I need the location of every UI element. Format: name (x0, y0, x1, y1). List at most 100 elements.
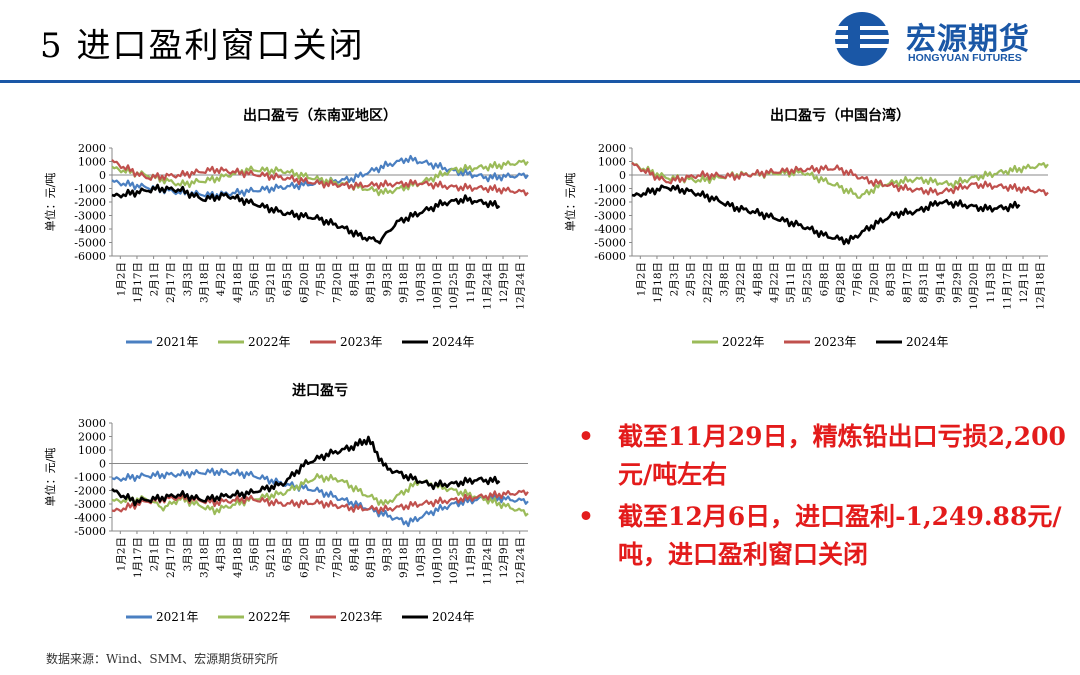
y-tick-label: -3000 (74, 210, 106, 223)
legend-label: 2023年 (814, 335, 857, 349)
x-tick-label: 1月2日 (115, 262, 127, 296)
x-tick-label: 10月10日 (431, 537, 443, 585)
company-logo: 宏源期货 HONGYUAN FUTURES (828, 10, 1068, 70)
series-line-2024 (111, 183, 501, 245)
legend-label: 2022年 (248, 335, 291, 349)
y-tick-label: -5000 (74, 525, 106, 538)
x-tick-label: 9月3日 (382, 537, 394, 571)
series-line-2022 (111, 473, 529, 517)
y-tick-label: -4000 (74, 223, 106, 236)
legend-label: 2021年 (156, 610, 199, 624)
x-tick-label: 7月20日 (868, 262, 880, 303)
y-tick-label: -3000 (74, 498, 106, 511)
key-point-item: • 截至12月6日，进口盈利-1,249.88元/吨，进口盈利窗口关闭 (576, 498, 1066, 574)
x-tick-label: 9月18日 (398, 262, 410, 303)
x-tick-label: 12月1日 (1018, 262, 1030, 303)
x-tick-label: 2月17日 (165, 537, 177, 578)
x-tick-label: 11月9日 (465, 537, 477, 578)
key-points: • 截至11月29日，精炼铅出口亏损2,200元/吨左右 • 截至12月6日，进… (576, 418, 1066, 578)
y-tick-label: -1000 (74, 471, 106, 484)
legend-label: 2024年 (432, 610, 475, 624)
x-tick-label: 2月17日 (165, 262, 177, 303)
x-tick-label: 1月18日 (652, 262, 664, 303)
x-tick-label: 10月25日 (448, 537, 460, 585)
x-tick-label: 2月22日 (702, 262, 714, 303)
x-tick-label: 12月24日 (515, 537, 527, 585)
hongyuan-logo-icon (828, 12, 890, 66)
series-line-2023 (111, 159, 529, 197)
legend-label: 2022年 (722, 335, 765, 349)
x-tick-label: 2月1日 (149, 262, 161, 296)
data-source-note: 数据来源：Wind、SMM、宏源期货研究所 (46, 652, 279, 666)
y-tick-label: 1000 (598, 156, 626, 169)
key-point-item: • 截至11月29日，精炼铅出口亏损2,200元/吨左右 (576, 418, 1066, 494)
key-point-text: 截至11月29日，精炼铅出口亏损2,200元/吨左右 (618, 422, 1066, 489)
x-tick-label: 7月5日 (315, 537, 327, 571)
x-tick-label: 4月8日 (752, 262, 764, 296)
y-tick-label: -6000 (594, 250, 626, 263)
x-tick-label: 4月18日 (232, 537, 244, 578)
y-tick-label: 1000 (78, 156, 106, 169)
x-tick-label: 3月3日 (182, 262, 194, 296)
x-tick-label: 8月3日 (885, 262, 897, 296)
y-tick-label: 1000 (78, 444, 106, 457)
x-tick-label: 1月2日 (635, 262, 647, 296)
y-tick-label: -2000 (74, 485, 106, 498)
x-tick-label: 8月4日 (348, 537, 360, 571)
x-tick-label: 2月5日 (685, 262, 697, 296)
x-tick-label: 12月18日 (1035, 262, 1047, 310)
series-line-2024 (631, 184, 1021, 246)
x-tick-label: 7月20日 (332, 537, 344, 578)
series-line-2023 (631, 161, 1049, 197)
x-tick-label: 10月20日 (968, 262, 980, 310)
x-tick-label: 9月29日 (951, 262, 963, 303)
import-profit-chart: 进口盈亏 单位：元/吨 3000 2000 1000 0 -1000 -2000 -3000 -4… (40, 375, 540, 633)
x-tick-label: 11月24日 (481, 262, 493, 310)
x-tick-label: 9月18日 (398, 537, 410, 578)
y-axis-label: 单位：元/吨 (43, 173, 57, 232)
chart-title: 出口盈亏（东南亚地区） (243, 107, 397, 124)
y-tick-label: 2000 (78, 431, 106, 444)
x-tick-label: 6月5日 (282, 537, 294, 571)
key-point-text: 截至12月6日，进口盈利-1,249.88元/吨，进口盈利窗口关闭 (618, 502, 1062, 569)
x-tick-label: 8月31日 (918, 262, 930, 303)
y-tick-label: -6000 (74, 250, 106, 263)
y-tick-label: 2000 (78, 142, 106, 155)
x-tick-label: 12月9日 (498, 537, 510, 578)
x-tick-label: 7月6日 (852, 262, 864, 296)
x-tick-label: 3月22日 (735, 262, 747, 303)
x-tick-label: 4月2日 (215, 262, 227, 296)
y-tick-label: 2000 (598, 142, 626, 155)
x-tick-label: 5月6日 (248, 262, 260, 296)
x-tick-label: 10月3日 (415, 537, 427, 578)
export-profit-sea-chart: 出口盈亏（东南亚地区） 单位：元/吨 2000 1000 0 -1000 -2000 -300… (40, 100, 540, 358)
header-divider (0, 80, 1080, 83)
y-tick-label: -4000 (594, 223, 626, 236)
x-tick-label: 11月17日 (1001, 262, 1013, 310)
y-tick-label: -1000 (74, 183, 106, 196)
x-tick-label: 6月20日 (298, 537, 310, 578)
y-tick-label: -5000 (594, 237, 626, 250)
x-tick-label: 8月4日 (348, 262, 360, 296)
y-tick-label: -4000 (74, 512, 106, 525)
x-tick-label: 3月18日 (199, 537, 211, 578)
x-tick-label: 8月19日 (365, 262, 377, 303)
x-tick-label: 5月6日 (248, 537, 260, 571)
x-tick-label: 11月3日 (985, 262, 997, 303)
x-tick-label: 6月28日 (835, 262, 847, 303)
y-tick-label: -5000 (74, 237, 106, 250)
logo-text-en: HONGYUAN FUTURES (908, 52, 1022, 64)
y-tick-label: -2000 (74, 196, 106, 209)
y-axis-label: 单位：元/吨 (43, 448, 57, 507)
x-tick-label: 3月3日 (182, 537, 194, 571)
x-tick-label: 3月8日 (719, 262, 731, 296)
legend-label: 2022年 (248, 610, 291, 624)
y-tick-label: -1000 (594, 183, 626, 196)
series-line-2022 (111, 159, 529, 197)
y-tick-label: 0 (99, 169, 106, 182)
x-tick-label: 10月3日 (415, 262, 427, 303)
x-tick-label: 11月24日 (481, 537, 493, 585)
x-tick-label: 6月5日 (282, 262, 294, 296)
legend-label: 2024年 (906, 335, 949, 349)
logo-text-cn: 宏源期货 (906, 22, 1030, 57)
